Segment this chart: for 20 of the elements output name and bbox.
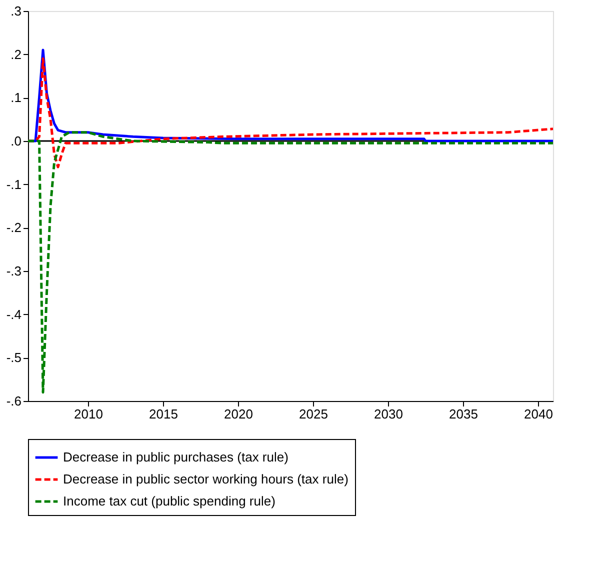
y-tick-label: -.1 [6,176,22,192]
x-tick-label: 2025 [299,406,328,422]
x-tick-label: 2010 [74,406,103,422]
y-tick-label: .1 [10,90,22,106]
x-tick-label: 2015 [149,406,178,422]
y-tick-label: -.3 [6,264,22,278]
x-tick-label: 2035 [449,406,478,422]
legend-label: Decrease in public sector working hours (tax rule) [63,472,348,486]
y-tick-label: -.5 [6,350,22,366]
y-tick-label: .3 [10,4,22,18]
y-tick-label: -.4 [6,306,22,322]
y-tick-label: .2 [10,46,22,62]
y-tick-label: .0 [10,134,22,148]
x-tick-label: 2020 [224,406,253,422]
y-tick-label: -.2 [6,220,22,236]
y-tick-label: -.6 [6,394,22,408]
legend-label: Decrease in public purchases (tax rule) [63,450,288,464]
legend-label: Income tax cut (public spending rule) [63,494,276,508]
x-tick-label: 2040 [524,406,553,422]
x-tick-label: 2030 [374,406,403,422]
